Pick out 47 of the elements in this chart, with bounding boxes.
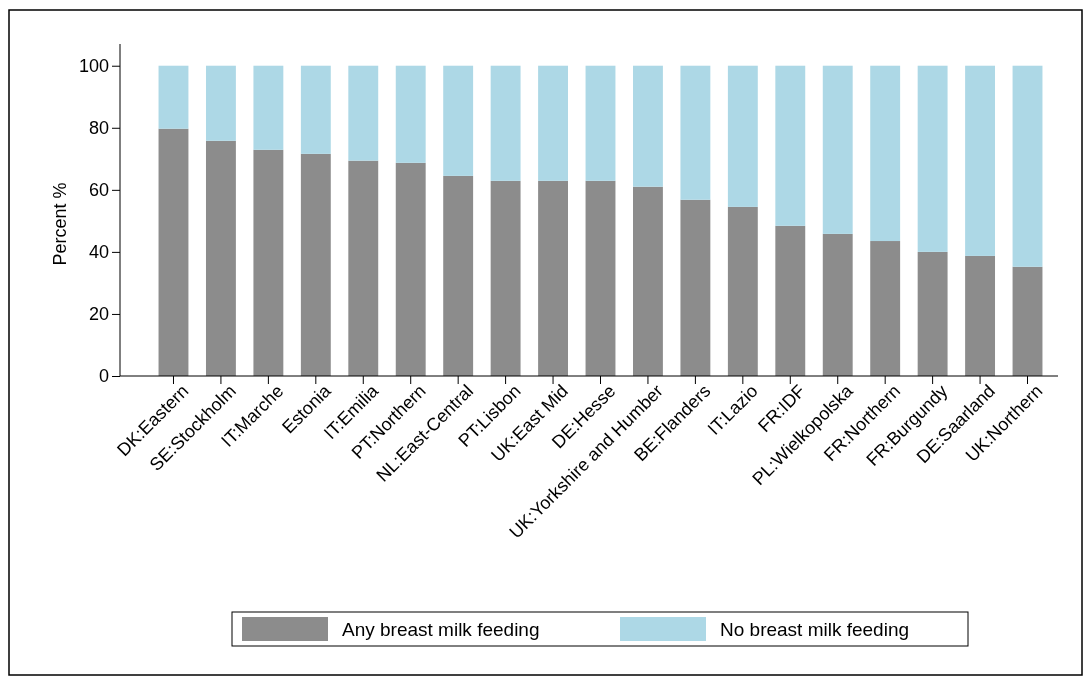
bar <box>822 233 853 376</box>
y-tick-label: 100 <box>78 55 109 76</box>
legend-label: Any breast milk feeding <box>342 619 540 640</box>
bar <box>538 65 568 181</box>
bar <box>1012 266 1043 376</box>
y-axis-title: Percent % <box>50 182 70 266</box>
bar <box>727 65 758 207</box>
bar <box>680 65 711 200</box>
y-tick-label: 40 <box>88 242 109 263</box>
bar <box>680 199 711 376</box>
bar <box>158 65 189 129</box>
bar <box>965 65 996 256</box>
bar <box>633 65 663 187</box>
y-tick-label: 0 <box>98 366 109 387</box>
bar <box>775 225 806 376</box>
bar <box>395 162 426 376</box>
y-tick-label: 80 <box>88 118 109 139</box>
bar <box>253 65 284 150</box>
bar <box>205 140 236 376</box>
bar <box>822 65 853 234</box>
bar <box>870 241 901 376</box>
bar <box>348 160 379 376</box>
bar <box>158 128 189 376</box>
bar <box>727 206 758 376</box>
bar <box>443 65 474 176</box>
bar <box>490 180 521 376</box>
bar <box>917 251 948 376</box>
bar <box>538 180 568 376</box>
y-tick-label: 20 <box>88 304 109 325</box>
bar <box>490 65 521 181</box>
bar <box>300 65 331 154</box>
bar <box>1012 65 1043 267</box>
bar <box>348 65 379 161</box>
bar <box>443 175 474 376</box>
bar <box>300 153 331 376</box>
legend-label: No breast milk feeding <box>720 619 910 640</box>
bar <box>395 65 426 163</box>
bar <box>917 65 948 252</box>
bar <box>870 65 901 242</box>
bar <box>253 149 284 376</box>
bar <box>633 186 663 376</box>
bar <box>205 65 236 141</box>
bar <box>965 255 996 376</box>
bar <box>585 180 616 376</box>
bar <box>775 65 806 226</box>
bar <box>585 65 616 181</box>
y-tick-label: 60 <box>88 180 109 201</box>
